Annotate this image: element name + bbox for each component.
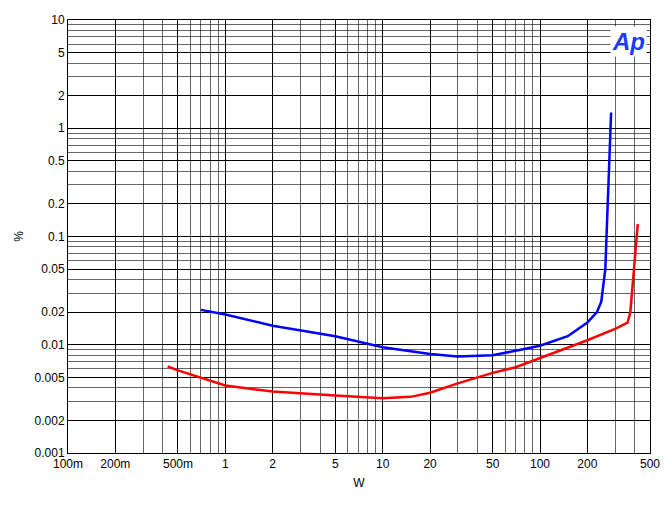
svg-text:500m: 500m bbox=[163, 457, 193, 471]
svg-text:100: 100 bbox=[530, 457, 550, 471]
svg-text:2: 2 bbox=[269, 457, 276, 471]
svg-text:0.5: 0.5 bbox=[48, 154, 65, 168]
svg-text:0.002: 0.002 bbox=[35, 414, 65, 428]
svg-text:200: 200 bbox=[577, 457, 597, 471]
svg-text:10: 10 bbox=[51, 13, 65, 27]
svg-text:200m: 200m bbox=[100, 457, 130, 471]
svg-text:0.001: 0.001 bbox=[35, 446, 65, 460]
svg-text:0.2: 0.2 bbox=[48, 197, 65, 211]
svg-text:100m: 100m bbox=[53, 457, 83, 471]
svg-text:%: % bbox=[12, 231, 26, 242]
svg-text:1: 1 bbox=[222, 457, 229, 471]
svg-text:2: 2 bbox=[58, 89, 65, 103]
svg-text:Ap: Ap bbox=[612, 28, 645, 55]
svg-text:50: 50 bbox=[486, 457, 500, 471]
svg-text:5: 5 bbox=[58, 46, 65, 60]
svg-text:0.02: 0.02 bbox=[41, 305, 65, 319]
svg-text:W: W bbox=[353, 476, 365, 490]
svg-text:0.01: 0.01 bbox=[41, 338, 65, 352]
svg-text:1: 1 bbox=[58, 121, 65, 135]
svg-text:500: 500 bbox=[640, 457, 660, 471]
svg-text:10: 10 bbox=[376, 457, 390, 471]
svg-text:0.1: 0.1 bbox=[48, 230, 65, 244]
svg-text:0.05: 0.05 bbox=[41, 262, 65, 276]
svg-text:20: 20 bbox=[423, 457, 437, 471]
svg-text:0.005: 0.005 bbox=[35, 371, 65, 385]
svg-text:5: 5 bbox=[332, 457, 339, 471]
